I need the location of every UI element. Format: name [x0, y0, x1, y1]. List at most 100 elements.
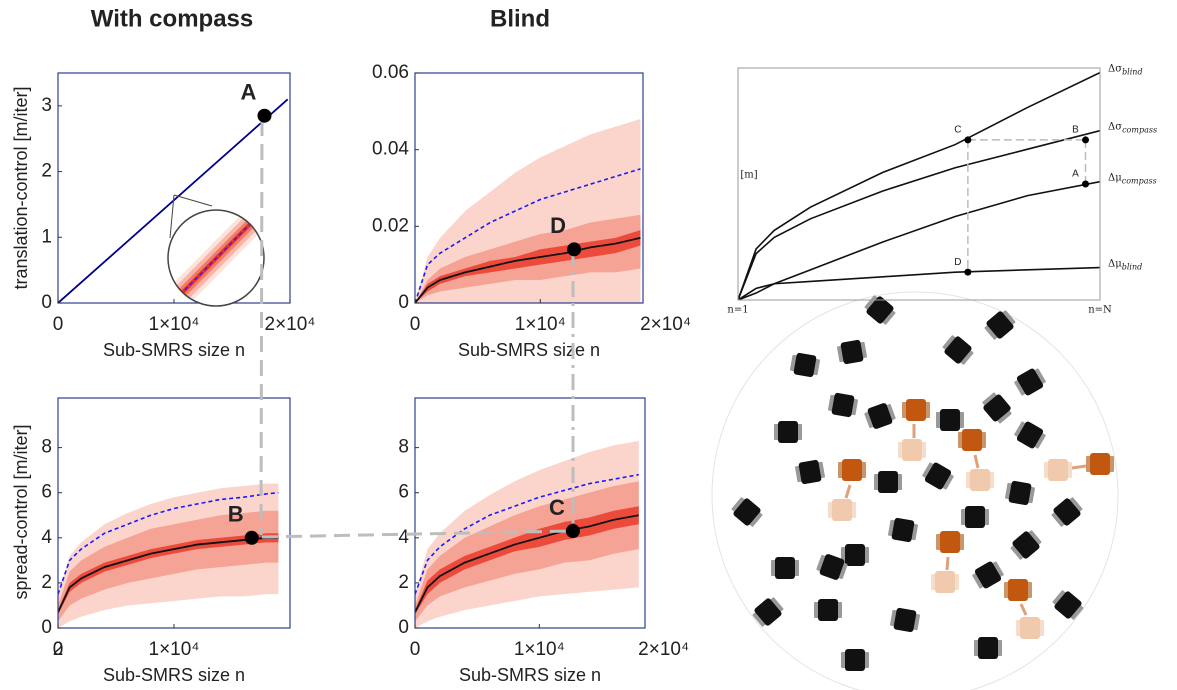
robot	[931, 571, 959, 593]
robot-arrow	[844, 484, 852, 499]
x-tick-label: 2	[53, 639, 64, 660]
robot-wheel	[1016, 620, 1021, 636]
robot-wheel	[812, 358, 821, 376]
robot-wheel	[828, 502, 833, 518]
line	[738, 266, 1100, 300]
marker-label: D	[550, 213, 566, 238]
robot	[874, 471, 902, 493]
robot-wheel	[1014, 379, 1026, 396]
robot-wheel	[997, 640, 1002, 656]
y-tick-label: 4	[41, 527, 52, 548]
frame	[737, 67, 1101, 301]
marker-label: A	[1072, 169, 1079, 180]
robot-wheel	[1044, 462, 1049, 478]
robot-wheel	[997, 410, 1012, 424]
robot	[1051, 497, 1083, 527]
robot-body	[906, 399, 926, 421]
y-tick-label: 1	[41, 226, 52, 247]
inset-line	[169, 211, 263, 306]
robot	[922, 462, 954, 490]
robot	[838, 459, 866, 481]
band	[415, 481, 639, 622]
robot-wheel	[958, 432, 963, 448]
robot-body	[1053, 498, 1081, 526]
y-tick-label: 6	[41, 482, 52, 503]
marker-label: B	[1072, 125, 1079, 136]
marker	[1082, 136, 1090, 144]
line	[415, 168, 641, 303]
marker-label: B	[228, 502, 244, 527]
robot-wheel	[902, 402, 907, 418]
robot	[864, 295, 896, 325]
robot-body	[891, 517, 915, 543]
robot-wheel	[771, 560, 776, 576]
column-title: Blind	[490, 5, 550, 32]
robot	[836, 339, 868, 365]
plot-area	[415, 440, 639, 628]
robot-body	[1048, 459, 1068, 481]
robot-body	[1054, 591, 1082, 619]
series-subscript: compass	[1122, 126, 1157, 135]
robot-wheel	[838, 562, 848, 580]
robot-body	[878, 471, 898, 493]
robot-body	[935, 571, 955, 593]
marker	[565, 524, 580, 539]
x-tick-label: 2×10⁴	[640, 314, 691, 335]
robot-wheel	[882, 310, 896, 325]
robot-body	[754, 598, 782, 626]
inset-body	[168, 210, 264, 306]
plot-area	[415, 119, 641, 303]
robot	[1010, 530, 1042, 560]
robot-wheel	[816, 554, 826, 572]
robot-wheel	[959, 534, 964, 550]
robot-wheel	[850, 398, 859, 416]
robot	[974, 637, 1002, 659]
x-tick-label: 1×10⁴	[515, 314, 566, 335]
robot-wheel	[770, 597, 784, 612]
series-name: Δσ	[1108, 121, 1122, 132]
robot-wheel	[936, 412, 941, 428]
robot-wheel	[912, 613, 921, 631]
robot-body	[1016, 368, 1044, 396]
robot	[961, 506, 989, 528]
plot-area	[58, 483, 279, 628]
x-tick-label: 2×10⁴	[638, 639, 689, 660]
robot-wheel	[954, 574, 959, 590]
robot-wheel	[889, 609, 898, 627]
robot-wheel	[898, 442, 903, 458]
robot-wheel	[836, 345, 845, 363]
robot-wheel	[841, 547, 846, 563]
line	[415, 236, 641, 303]
robot-body	[845, 544, 865, 566]
robot-body	[818, 599, 838, 621]
x-axis-label: Sub-SMRS size n	[459, 665, 601, 685]
line	[738, 180, 1100, 300]
robot-body	[965, 506, 985, 528]
band	[415, 506, 639, 615]
robot-wheel	[1070, 605, 1084, 620]
robot-body	[924, 462, 952, 490]
robot	[828, 499, 856, 521]
robot-body	[1020, 617, 1040, 639]
line	[58, 491, 279, 595]
line	[415, 514, 639, 613]
robot-body	[831, 392, 855, 418]
robot-wheel	[794, 560, 799, 576]
robot	[1086, 453, 1114, 475]
y-axis-label: spread-control [m/iter]	[11, 424, 31, 599]
arena	[711, 291, 1119, 690]
frame	[414, 397, 646, 629]
series-subscript: compass	[1122, 177, 1157, 186]
connector	[261, 529, 573, 539]
connector	[259, 119, 264, 536]
robot-body	[866, 296, 894, 324]
inset-frame	[167, 209, 265, 307]
marker-label: C	[954, 125, 961, 136]
robot-wheel	[972, 572, 984, 589]
robot-wheel	[960, 350, 974, 365]
robot	[982, 392, 1012, 424]
robot-wheel	[1027, 582, 1032, 598]
x-axis-label: Sub-SMRS size n	[103, 665, 245, 685]
line	[415, 473, 639, 595]
